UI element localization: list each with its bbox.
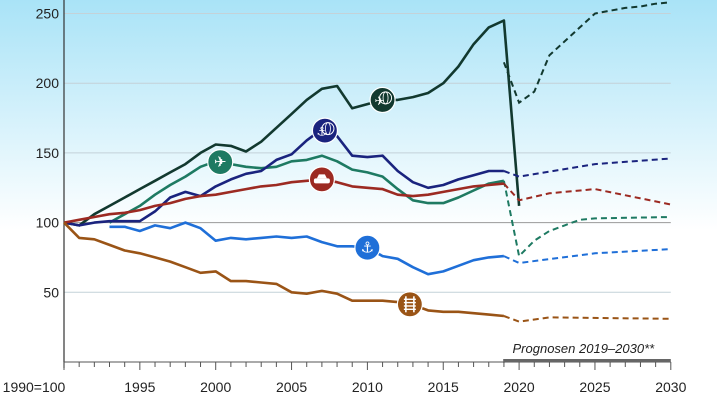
series-sea <box>63 127 671 227</box>
plane-icon-badge <box>207 149 234 176</box>
series-road <box>63 178 671 224</box>
forecast-line-air-cargo-total <box>502 1 671 105</box>
series-lines <box>63 1 671 323</box>
forecast-line-road <box>503 182 671 206</box>
anchor-globe-icon-badge <box>311 117 339 144</box>
rail-track-icon <box>396 291 423 318</box>
actual-line-air-cargo-total <box>63 19 521 227</box>
actual-line-road <box>63 178 505 224</box>
series-rail <box>63 221 671 323</box>
x-tick-label: 1995 <box>124 379 155 395</box>
background-gradient <box>0 0 717 230</box>
x-tick-label-base: 1990=100 <box>3 379 66 395</box>
plane-globe-icon-glyph: ✈ <box>375 94 385 108</box>
car-roof <box>316 174 327 179</box>
forecast-bracket: Prognosen 2019–2030** <box>503 341 671 363</box>
forecast-line-rail <box>503 315 671 323</box>
forecast-line-air <box>502 180 671 259</box>
x-tick-label: 2030 <box>655 379 686 395</box>
y-tick-label: 250 <box>36 6 60 22</box>
x-tick-label: 2015 <box>428 379 459 395</box>
y-tick-label: 100 <box>36 215 60 231</box>
x-tick-label: 2025 <box>579 379 610 395</box>
plane-globe-icon: ✈ <box>369 86 396 114</box>
actual-line-air <box>108 154 505 224</box>
forecast-line-sea <box>503 157 671 178</box>
globe-meridian <box>382 91 389 105</box>
anchor-globe-icon: ⚓ <box>311 117 339 144</box>
series-icons: ✈ ✈ ⚓ ⚓ <box>207 86 423 318</box>
anchor-icon-badge <box>354 234 381 261</box>
x-tick-label: 2020 <box>504 379 535 395</box>
x-tick-label: 2000 <box>200 379 231 395</box>
actual-line-rail <box>63 221 505 318</box>
car-icon <box>308 166 335 193</box>
series-air <box>108 154 671 259</box>
anchor-icon-glyph: ⚓ <box>361 239 374 257</box>
x-tick-label: 2010 <box>352 379 383 395</box>
actual-line-inland-waterway <box>109 221 505 276</box>
x-axis-ticks: 1990=100 1995 2000 2005 2010 2015 2020 2025 2030 <box>3 362 687 395</box>
y-axis-ticks: 50 100 150 200 250 <box>36 6 60 301</box>
plane-globe-icon-badge <box>369 86 396 114</box>
plane-icon: ✈ <box>207 149 234 176</box>
x-tick-label: 2005 <box>276 379 307 395</box>
anchor-globe-icon-glyph: ⚓ <box>317 125 328 139</box>
gridlines <box>64 13 671 293</box>
y-tick-label: 50 <box>43 284 59 300</box>
car-body <box>313 178 330 184</box>
series-air-cargo-total <box>63 1 671 227</box>
globe-meridian <box>325 122 331 135</box>
plane-icon-glyph: ✈ <box>214 153 227 171</box>
y-tick-label: 150 <box>36 145 60 161</box>
actual-line-sea <box>63 127 504 227</box>
forecast-note: Prognosen 2019–2030** <box>513 341 656 356</box>
forecast-line-inland-waterway <box>503 248 671 265</box>
series-inland-waterway <box>109 221 671 276</box>
anchor-icon: ⚓ <box>354 234 381 261</box>
y-tick-label: 200 <box>36 75 60 91</box>
rail-track-icon-badge <box>396 291 423 318</box>
